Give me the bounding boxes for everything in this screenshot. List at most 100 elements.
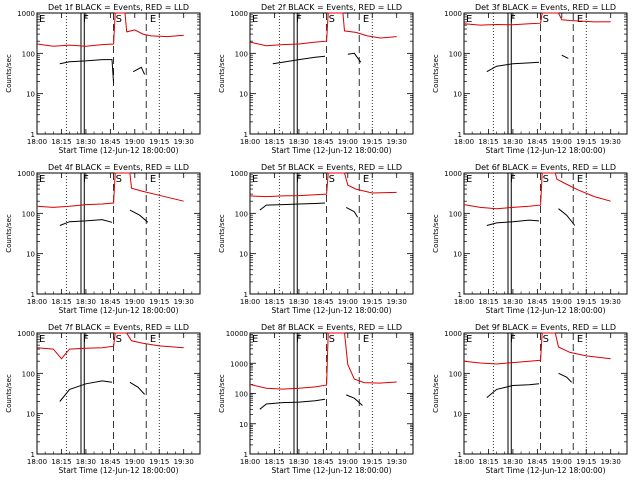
segment-label-e: E: [363, 14, 369, 25]
y-axis-label: Counts/sec: [218, 54, 226, 93]
x-tick-label: 18:30: [503, 298, 523, 306]
series-events-line: [59, 59, 146, 84]
x-tick-label: 18:00: [27, 458, 47, 466]
y-tick-label: 10: [453, 411, 462, 419]
plot-frame: [249, 332, 414, 455]
x-tick-label: 18:00: [454, 458, 474, 466]
y-axis-label: Counts/sec: [218, 374, 226, 413]
x-tick-label: 19:00: [125, 298, 145, 306]
x-tick-label: 18:00: [240, 298, 260, 306]
series-lld-line: [249, 12, 397, 47]
segment-label-f: F: [83, 14, 89, 25]
segment-label-e: E: [577, 334, 583, 345]
segment-label-e: E: [39, 174, 45, 185]
segment-label-s: S: [543, 174, 549, 185]
series-lld-line: [463, 12, 611, 26]
y-tick-label: 1000: [230, 170, 248, 178]
x-tick-label: 18:15: [264, 138, 284, 146]
panel-title: Det 7f BLACK = Events, RED = LLD: [48, 323, 189, 332]
y-tick-label: 10: [26, 251, 35, 259]
segment-label-e: E: [39, 334, 45, 345]
y-tick-label: 100: [235, 210, 248, 218]
plot-frame: [463, 172, 628, 295]
x-axis-label: Start Time (12-Jun-12 18:00:00): [59, 306, 179, 315]
x-tick-label: 18:45: [313, 298, 333, 306]
panel-title: Det 3f BLACK = Events, RED = LLD: [475, 3, 616, 12]
segment-label-e: E: [252, 174, 258, 185]
y-tick-label: 1000: [444, 330, 462, 338]
segment-label-e: E: [577, 14, 583, 25]
y-tick-label: 100: [22, 50, 35, 58]
x-tick-label: 19:30: [387, 298, 407, 306]
x-tick-label: 19:15: [149, 138, 169, 146]
segment-label-f: F: [510, 14, 516, 25]
x-tick-label: 19:00: [338, 458, 358, 466]
plot-frame: [36, 332, 201, 455]
x-tick-label: 18:30: [503, 138, 523, 146]
x-tick-label: 19:15: [362, 298, 382, 306]
x-tick-label: 18:00: [27, 138, 47, 146]
panel-det-3: Det 3f BLACK = Events, RED = LLD 1 10 100 10…: [432, 3, 628, 155]
x-tick-label: 19:30: [174, 298, 194, 306]
x-tick-label: 18:30: [289, 138, 309, 146]
y-axis-label: Counts/sec: [5, 214, 13, 253]
plot-frame: [249, 172, 414, 295]
panel-det-5: Det 5f BLACK = Events, RED = LLD 1 10 100 10…: [218, 163, 414, 315]
y-tick-label: 1000: [230, 360, 248, 368]
x-tick-label: 19:30: [174, 458, 194, 466]
x-tick-label: 18:00: [454, 298, 474, 306]
x-tick-label: 18:45: [527, 298, 547, 306]
y-tick-label: 10: [239, 421, 248, 429]
plot-frame: [463, 12, 628, 135]
panel-det-6: Det 6f BLACK = Events, RED = LLD 1 10 100 10…: [432, 163, 628, 315]
segment-label-e: E: [252, 14, 258, 25]
y-tick-label: 1000: [17, 170, 35, 178]
y-axis-label: Counts/sec: [432, 374, 440, 413]
panel-title: Det 6f BLACK = Events, RED = LLD: [475, 163, 616, 172]
panel-title: Det 4f BLACK = Events, RED = LLD: [48, 163, 189, 172]
y-tick-label: 1: [244, 291, 248, 299]
y-tick-label: 1000: [230, 10, 248, 18]
segment-label-s: S: [116, 174, 122, 185]
segment-label-f: F: [296, 174, 302, 185]
x-axis-label: Start Time (12-Jun-12 18:00:00): [486, 306, 606, 315]
segment-label-f: F: [510, 174, 516, 185]
x-axis-label: Start Time (12-Jun-12 18:00:00): [272, 466, 392, 475]
y-tick-label: 1: [31, 291, 35, 299]
x-tick-label: 19:15: [362, 138, 382, 146]
x-tick-label: 19:00: [338, 298, 358, 306]
x-tick-label: 18:15: [478, 458, 498, 466]
x-axis-label: Start Time (12-Jun-12 18:00:00): [272, 306, 392, 315]
y-tick-label: 1: [31, 131, 35, 139]
x-tick-label: 18:45: [100, 298, 120, 306]
x-tick-label: 19:00: [552, 138, 572, 146]
x-axis-label: Start Time (12-Jun-12 18:00:00): [272, 146, 392, 155]
x-axis-label: Start Time (12-Jun-12 18:00:00): [59, 146, 179, 155]
y-tick-label: 1: [244, 451, 248, 459]
x-tick-label: 18:30: [503, 458, 523, 466]
y-tick-label: 1: [458, 291, 462, 299]
series-events-line: [259, 394, 363, 410]
x-tick-label: 19:00: [552, 298, 572, 306]
panel-det-2: Det 2f BLACK = Events, RED = LLD 1 10 100 10…: [218, 3, 414, 155]
x-tick-label: 19:30: [387, 458, 407, 466]
series-events-line: [272, 52, 362, 65]
y-tick-label: 10: [453, 251, 462, 259]
y-tick-label: 1: [31, 451, 35, 459]
y-tick-label: 10: [453, 91, 462, 99]
y-tick-label: 1000: [444, 10, 462, 18]
panel-title: Det 1f BLACK = Events, RED = LLD: [48, 3, 189, 12]
panel-title: Det 5f BLACK = Events, RED = LLD: [261, 163, 402, 172]
panel-title: Det 2f BLACK = Events, RED = LLD: [261, 3, 402, 12]
x-tick-label: 18:45: [100, 458, 120, 466]
y-tick-label: 100: [22, 210, 35, 218]
x-tick-label: 18:15: [51, 458, 71, 466]
x-axis-label: Start Time (12-Jun-12 18:00:00): [486, 146, 606, 155]
segment-label-f: F: [83, 174, 89, 185]
x-tick-label: 18:45: [313, 138, 333, 146]
y-tick-label: 10: [26, 411, 35, 419]
x-axis-label: Start Time (12-Jun-12 18:00:00): [59, 466, 179, 475]
x-tick-label: 19:15: [576, 138, 596, 146]
series-lld-line: [36, 172, 184, 208]
plot-frame: [249, 12, 414, 135]
